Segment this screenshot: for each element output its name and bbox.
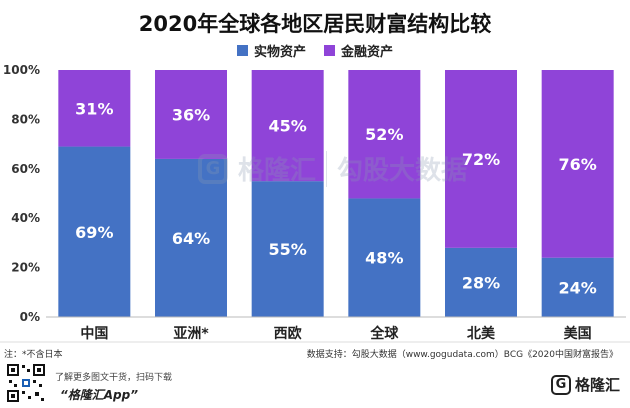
data-label: 48% [365, 249, 403, 268]
y-tick-label: 60% [11, 162, 40, 176]
data-label: 52% [365, 125, 403, 144]
data-label: 55% [269, 240, 307, 259]
legend-swatch-financial [324, 45, 335, 56]
y-tick-label: 100% [3, 63, 40, 77]
footnote: 注：*不含日本 [4, 350, 63, 360]
x-tick-label: 亚洲* [173, 326, 209, 342]
brand-logo: G 格隆汇 [550, 374, 620, 395]
y-tick-label: 40% [11, 211, 40, 225]
legend-item-physical: 实物资产 [236, 41, 306, 60]
data-label: 24% [559, 278, 597, 297]
legend-label-physical: 实物资产 [253, 45, 306, 60]
bar-segment-physical [445, 247, 517, 317]
legend: 实物资产 金融资产 [0, 41, 630, 60]
data-label: 64% [172, 229, 210, 248]
data-label: 45% [269, 117, 307, 136]
bar-segment-physical [348, 198, 421, 317]
data-label: 31% [75, 99, 113, 118]
y-tick-label: 80% [11, 112, 40, 126]
data-label: 28% [462, 273, 500, 292]
x-tick-label: 全球 [369, 325, 399, 342]
footer-tagline: 了解更多图文干货，扫码下载 [55, 373, 173, 383]
legend-label-financial: 金融资产 [341, 45, 394, 60]
data-label: 76% [559, 155, 597, 174]
brand-name: 格隆汇 [574, 376, 620, 394]
data-label: 72% [462, 150, 500, 169]
data-label: 69% [75, 223, 113, 242]
bar-segment-financial [251, 70, 324, 182]
x-tick-label: 北美 [467, 325, 496, 342]
footer-banner: 了解更多图文干货，扫码下载 “格隆汇App” G 格隆汇 [0, 360, 630, 408]
qr-code-icon[interactable] [6, 363, 46, 403]
data-label: 36% [172, 105, 210, 124]
bar-segment-financial [445, 70, 517, 248]
x-tick-label: 美国 [564, 325, 592, 342]
y-tick-label: 0% [20, 310, 40, 324]
bar-segment-physical [58, 146, 131, 317]
bar-segment-financial [348, 70, 421, 199]
footer-app-name: “格隆汇App” [60, 388, 138, 402]
bar-segment-physical [155, 158, 227, 317]
data-source: 数据支持：勾股大数据（www.gogudata.com）BCG《2020中国财富… [306, 350, 618, 360]
legend-item-financial: 金融资产 [324, 41, 393, 60]
bar-segment-financial [155, 70, 227, 159]
bar-segment-physical [251, 181, 324, 317]
bar-segment-financial [541, 70, 614, 258]
brand-logo-icon: G [550, 374, 571, 395]
bar-segment-financial [58, 70, 131, 147]
legend-swatch-physical [236, 45, 248, 56]
bar-segment-physical [541, 257, 614, 317]
x-tick-label: 西欧 [274, 325, 302, 342]
chart-title: 2020年全球各地区居民财富结构比较 [138, 12, 492, 36]
chart-plot: 0% 20% 40% 60% 80% 100% 69% 31% 中国 64% 36% 亚洲* 55% 45… [0, 63, 630, 343]
x-tick-label: 中国 [80, 325, 108, 342]
y-tick-label: 20% [11, 261, 40, 275]
